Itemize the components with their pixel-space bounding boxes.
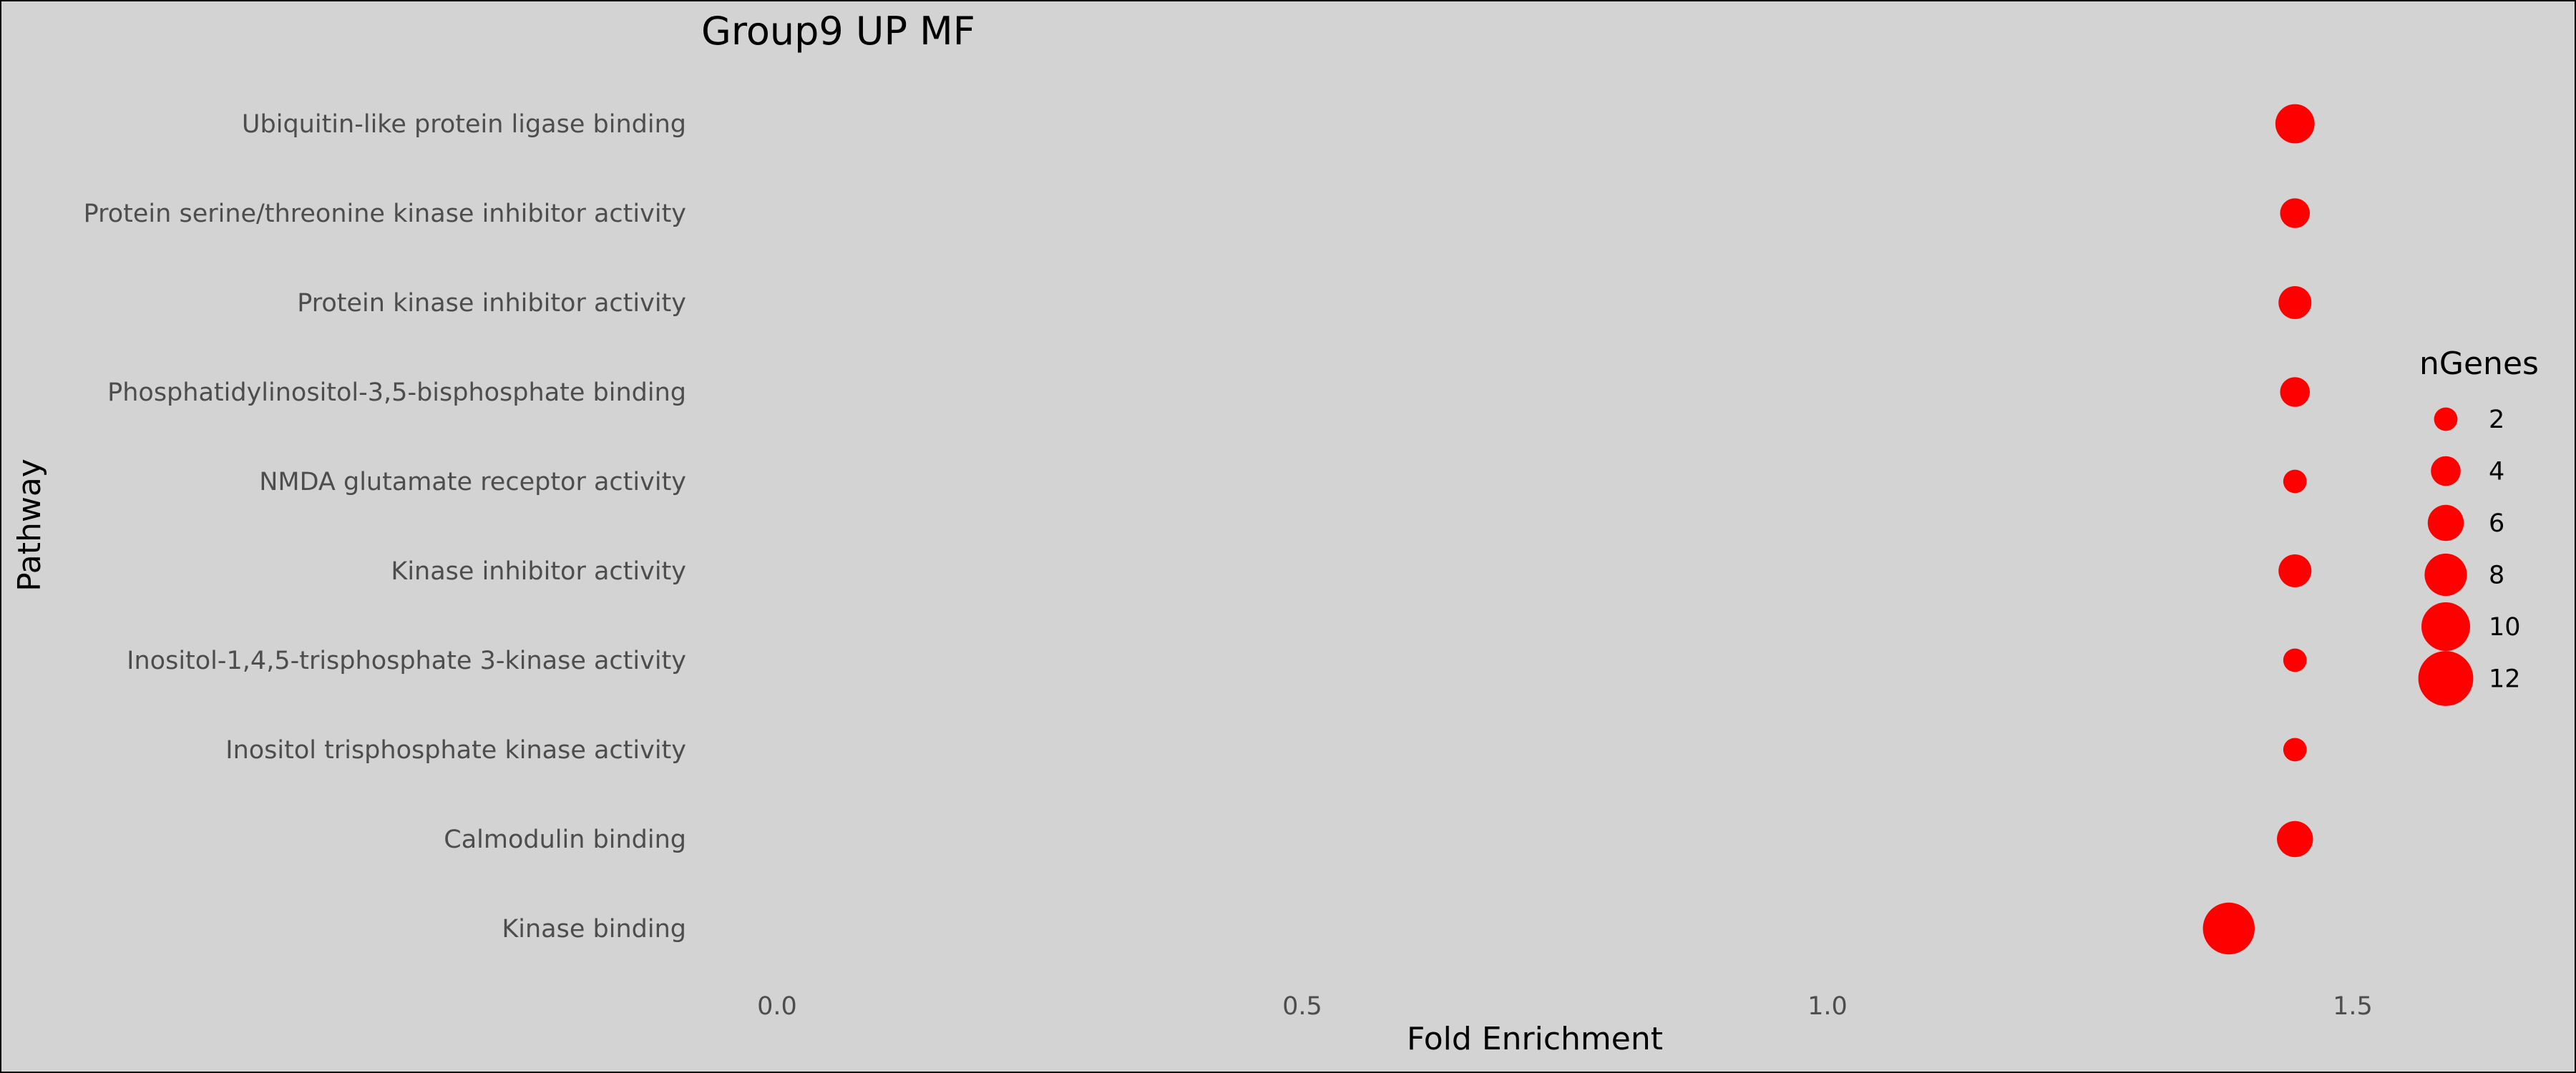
data-point [2278,554,2312,587]
legend-label: 6 [2489,509,2504,538]
y-tick-label: Ubiquitin-like protein ligase binding [242,110,686,139]
x-tick-labels: 0.0 0.5 1.0 1.5 [757,992,2373,1021]
legend-label: 10 [2489,613,2521,642]
y-tick-label: Calmodulin binding [444,825,686,854]
y-tick-label: Kinase inhibitor activity [391,557,686,586]
data-point [2283,648,2307,672]
x-axis-label: Fold Enrichment [1407,1021,1663,1057]
legend-title: nGenes [2419,346,2539,382]
legend-label: 2 [2489,406,2504,434]
legend-label: 8 [2489,562,2504,590]
x-tick-label: 0.0 [757,992,797,1021]
data-point [2280,198,2311,228]
legend-key [2424,553,2467,597]
legend: nGenes 2 4 6 8 10 12 [2418,346,2539,706]
legend-key [2431,456,2461,486]
legend-key [2434,407,2458,431]
y-tick-label: Inositol trisphosphate kinase activity [225,736,686,765]
data-point [2202,902,2255,955]
legend-entries: 2 4 6 8 10 12 [2418,406,2521,706]
data-point [2275,104,2315,144]
legend-key [2421,602,2470,651]
legend-label: 4 [2489,458,2504,486]
data-point [2280,377,2311,407]
legend-label: 12 [2489,665,2521,694]
legend-key [2418,651,2474,706]
x-tick-label: 1.0 [1807,992,1848,1021]
data-point [2283,738,2307,762]
y-tick-label: Kinase binding [502,915,686,944]
data-point [2278,286,2312,319]
y-axis-label: Pathway [11,459,48,592]
legend-key [2427,504,2464,542]
y-tick-label: NMDA glutamate receptor activity [259,468,686,496]
data-point [2277,820,2313,858]
x-tick-label: 1.5 [2333,992,2373,1021]
data-point [2283,469,2307,494]
y-tick-label: Inositol-1,4,5-trisphosphate 3-kinase ac… [127,647,686,675]
y-tick-labels: Ubiquitin-like protein ligase binding Pro… [84,110,686,944]
y-tick-label: Protein kinase inhibitor activity [297,289,686,318]
x-tick-label: 0.5 [1282,992,1322,1021]
y-tick-label: Protein serine/threonine kinase inhibito… [84,200,686,228]
data-points [2202,104,2315,955]
chart-title: Group9 UP MF [701,9,975,54]
y-tick-label: Phosphatidylinositol-3,5-bisphosphate bi… [107,378,686,407]
